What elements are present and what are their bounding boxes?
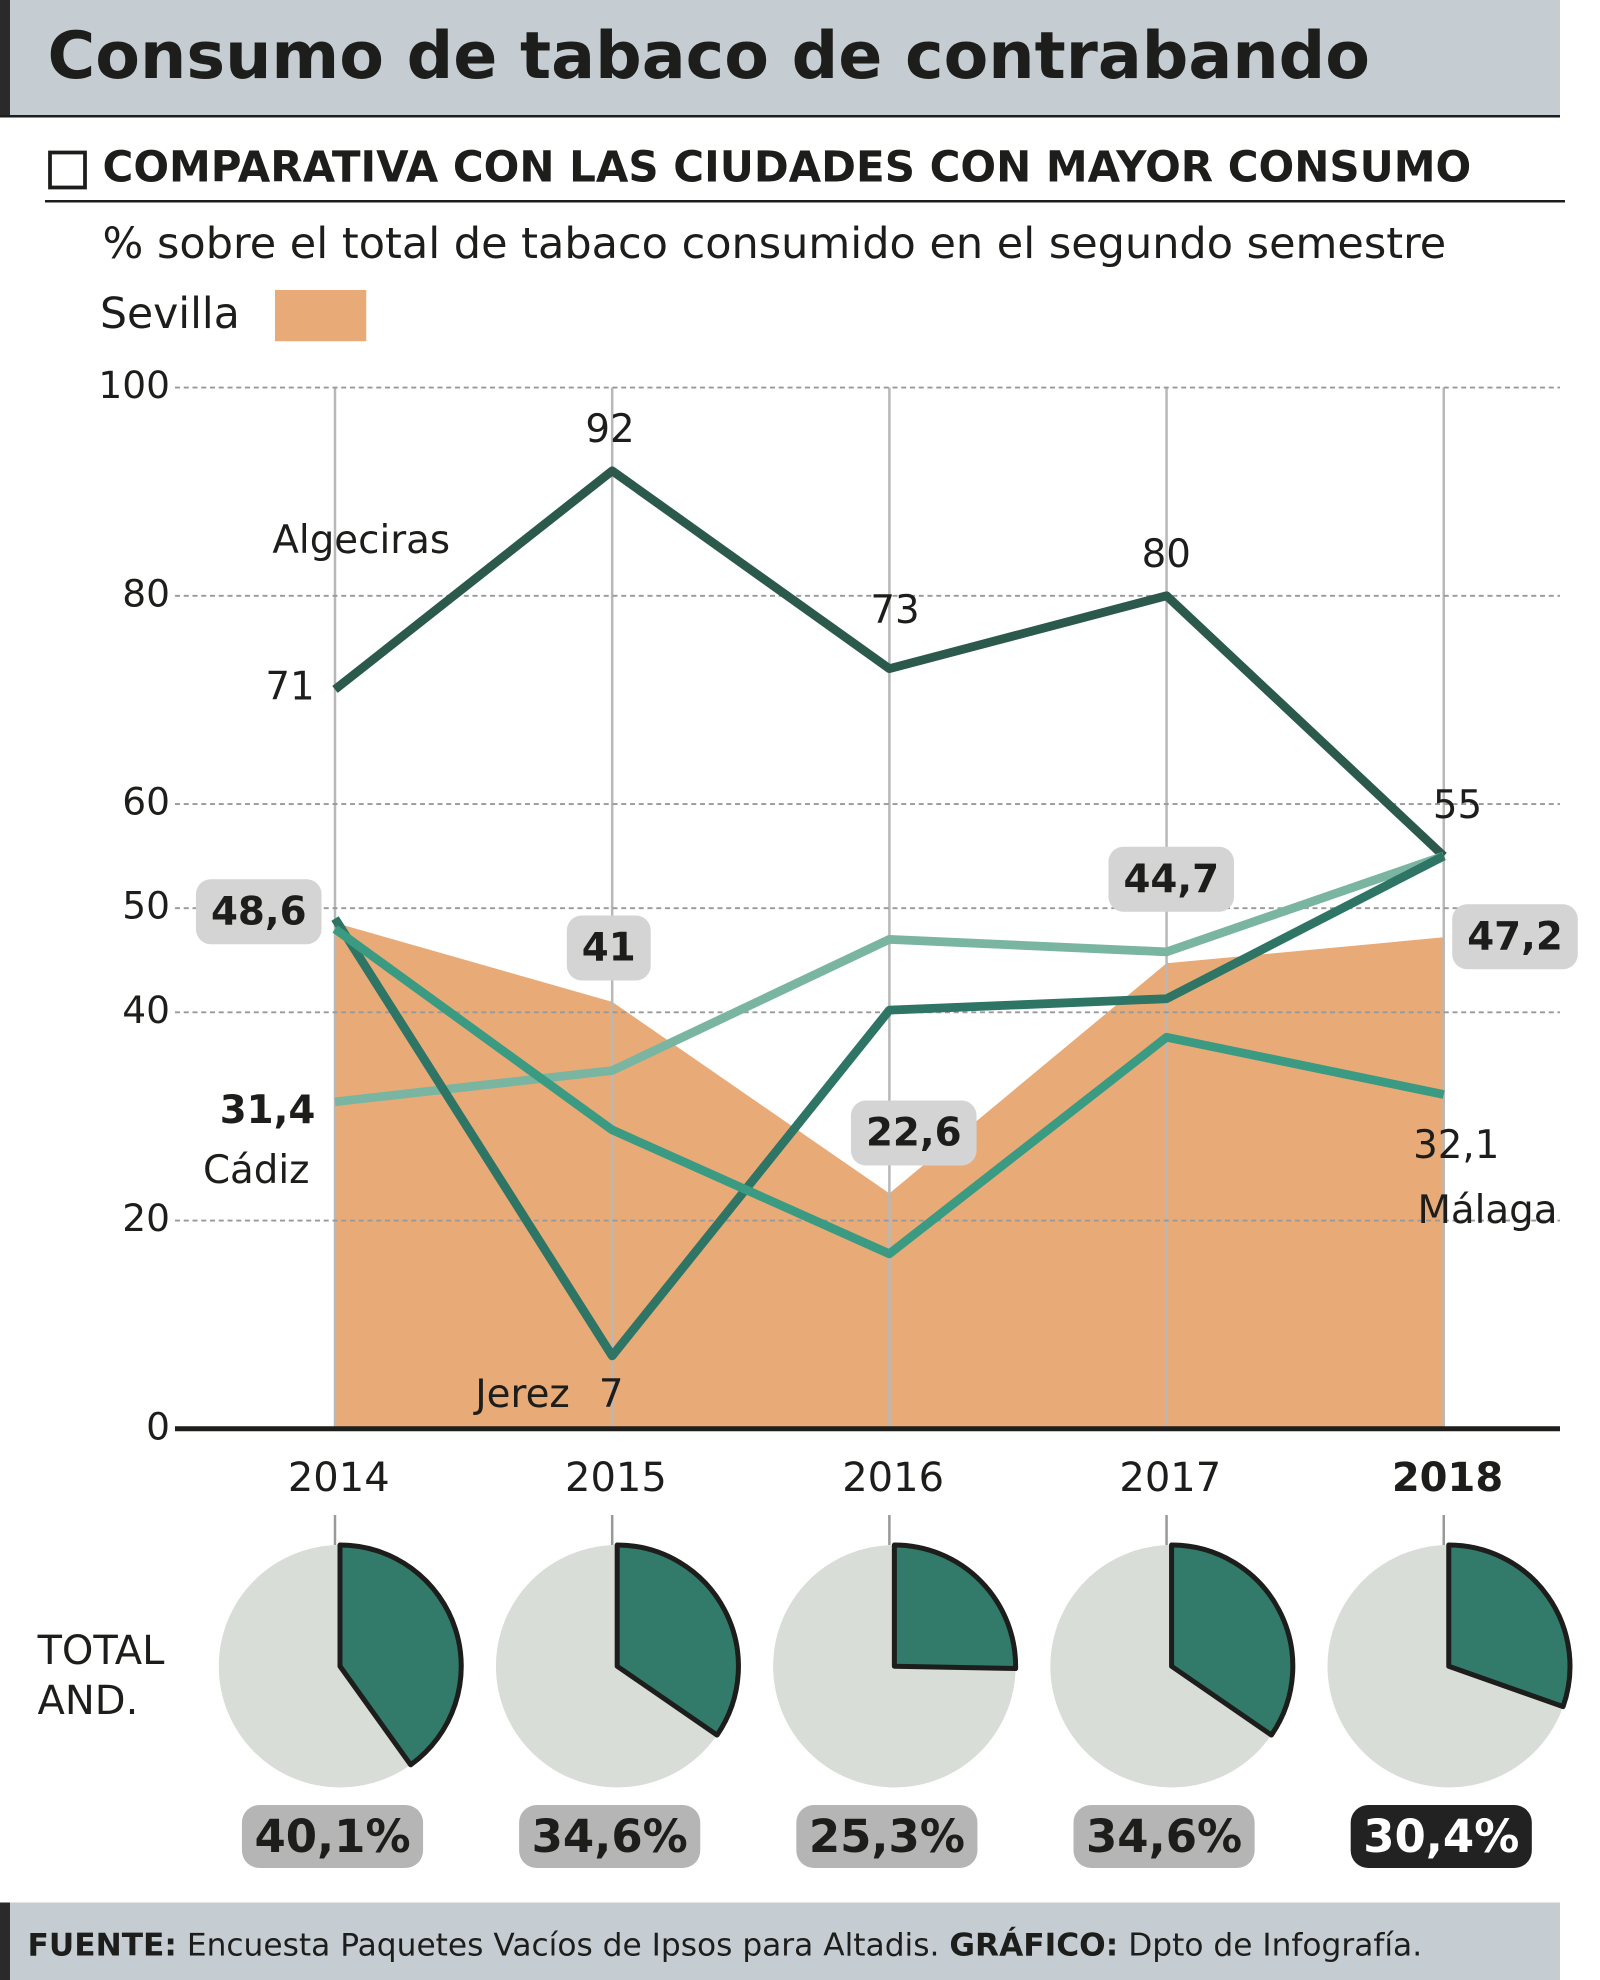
pie-label-box (241, 1805, 424, 1868)
y-tick-label: 20 (122, 1196, 170, 1240)
pie-slice (614, 1542, 741, 1738)
data-label: 55 (1433, 783, 1482, 828)
footer: FUENTE: Encuesta Paquetes Vacíos de Ipso… (28, 1925, 1423, 1963)
data-label: 73 (870, 588, 919, 633)
header-band (0, 0, 1560, 115)
label-box (1108, 846, 1235, 912)
graphic: Dpto de Infografía. (1128, 1927, 1422, 1963)
graphic-label: GRÁFICO: (949, 1925, 1118, 1963)
line (332, 466, 1447, 860)
header-stripe (0, 0, 10, 115)
pie-label-box (1350, 1805, 1532, 1868)
data-label: 31,4 (220, 1088, 316, 1133)
line (331, 852, 1446, 1361)
pie-value-label: 30,4% (1363, 1810, 1519, 1863)
pie-label-box: TOTAL AND. (37, 1626, 165, 1724)
title: Consumo de tabaco de contrabando (48, 19, 1371, 94)
pie-slice (337, 1542, 464, 1768)
pie-label-box (519, 1805, 701, 1868)
pie-value-label: 40,1% (254, 1810, 410, 1863)
line (332, 925, 1445, 1259)
series-label: Málaga (1417, 1188, 1557, 1233)
x-tick-label: 2015 (565, 1455, 667, 1501)
x-tick-label: 2017 (1119, 1455, 1221, 1501)
y-tick-label: 100 (98, 363, 170, 407)
data-label: 48,6 (211, 889, 307, 934)
data-label: 22,6 (866, 1111, 962, 1156)
line (334, 851, 1446, 1107)
y-tick-label: 40 (122, 988, 170, 1032)
pie-slice (1446, 1542, 1573, 1710)
data-label: 92 (585, 407, 634, 452)
data-label: 47,2 (1467, 914, 1563, 959)
x-tick-label: 2018 (1392, 1455, 1503, 1501)
pie-slice (891, 1542, 1019, 1672)
source-label: FUENTE: (28, 1927, 177, 1963)
pie-slice (1169, 1542, 1296, 1738)
data-label: 80 (1142, 532, 1191, 577)
y-tick-label: 60 (122, 780, 170, 824)
y-tick-label: 50 (122, 884, 170, 928)
label-box (566, 915, 651, 981)
data-label: 44,7 (1123, 857, 1219, 902)
pie-label-box (1073, 1805, 1255, 1868)
footer-stripe (0, 1902, 10, 1980)
data-label: 7 (599, 1372, 624, 1417)
y-tick-label: 80 (122, 571, 170, 615)
label-box (1452, 904, 1578, 970)
pie-value-label: 34,6% (532, 1810, 688, 1863)
y-tick-label: 0 (146, 1404, 170, 1448)
subtitle: COMPARATIVA CON LAS CIUDADES CON MAYOR C… (103, 144, 1472, 193)
x-tick-label: 2014 (288, 1455, 390, 1501)
pie-value-label: 25,3% (809, 1810, 965, 1863)
note: % sobre el total de tabaco consumido en … (103, 220, 1447, 269)
footer-band (0, 1902, 1560, 1980)
legend-swatch (275, 290, 367, 342)
plot: 0 20 40 50 60 80 100 48,6 41 22,6 44,7 47,2 Sevilla 7… (98, 290, 1578, 1868)
series-label: Cádiz (203, 1148, 310, 1193)
data-label: 71 (265, 664, 314, 709)
pie-value-label: 34,6% (1086, 1810, 1242, 1863)
legend-label: Sevilla (100, 290, 240, 339)
label-box (195, 879, 322, 945)
data-label: 32,1 (1413, 1123, 1499, 1168)
data-label: 41 (582, 926, 636, 971)
pie-label-box (796, 1805, 978, 1868)
x-tick-label: 2016 (842, 1455, 944, 1501)
source: Encuesta Paquetes Vacíos de Ipsos para A… (187, 1927, 940, 1963)
series-label: Jerez (473, 1372, 570, 1417)
pie-label: TOTAL AND. (37, 1626, 165, 1724)
subtitle-box (48, 150, 87, 190)
label-box (850, 1100, 977, 1166)
series-label: Algeciras (272, 518, 450, 563)
